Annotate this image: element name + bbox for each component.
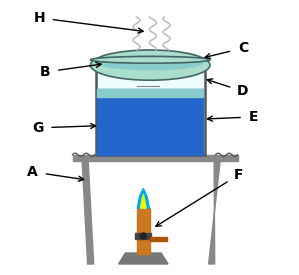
Ellipse shape — [90, 50, 210, 80]
Bar — [97, 89, 203, 155]
Polygon shape — [82, 161, 94, 264]
Text: G: G — [32, 121, 44, 135]
Text: C: C — [238, 41, 248, 55]
Ellipse shape — [98, 56, 202, 70]
Bar — [137, 208, 150, 254]
Bar — [96, 67, 205, 155]
Ellipse shape — [140, 233, 146, 239]
Bar — [150, 237, 167, 241]
Text: D: D — [237, 84, 249, 98]
Text: H: H — [34, 11, 45, 25]
Bar — [97, 89, 203, 97]
Ellipse shape — [90, 56, 210, 63]
Text: E: E — [249, 110, 259, 124]
Text: B: B — [40, 65, 50, 79]
Text: A: A — [27, 165, 38, 179]
Bar — [135, 233, 151, 239]
Polygon shape — [137, 188, 150, 208]
Bar — [72, 155, 237, 161]
Polygon shape — [209, 161, 220, 264]
Polygon shape — [119, 253, 168, 264]
Polygon shape — [141, 194, 146, 208]
Text: F: F — [234, 168, 244, 182]
